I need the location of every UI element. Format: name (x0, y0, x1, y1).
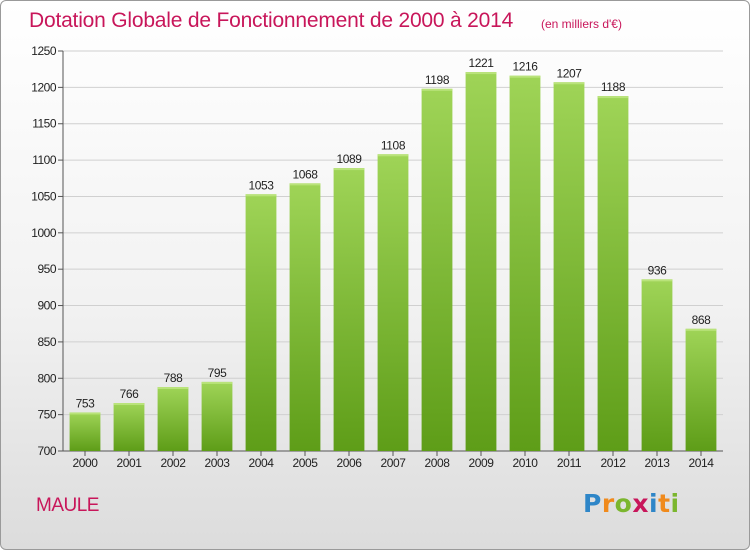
bar (113, 403, 145, 451)
bar-highlight (113, 403, 145, 405)
x-tick-label: 2008 (424, 456, 450, 470)
commune-name: MAULE (36, 495, 99, 516)
logo-letter: r (601, 489, 615, 518)
logo-letter: i (670, 489, 680, 518)
data-label: 766 (120, 387, 140, 401)
logo-letter: o (614, 489, 633, 518)
y-tick-label: 900 (37, 299, 56, 313)
bar (509, 75, 541, 452)
bar-highlight (157, 387, 189, 389)
bar (333, 168, 365, 451)
data-label: 1207 (556, 66, 582, 80)
y-tick-label: 850 (37, 335, 56, 349)
bar-highlight (377, 154, 409, 157)
data-label: 1068 (292, 167, 318, 181)
y-tick-label: 1100 (32, 153, 57, 167)
data-label: 753 (76, 396, 96, 410)
x-tick-label: 2003 (204, 456, 230, 470)
x-tick-label: 2001 (116, 456, 142, 470)
y-tick-label: 1000 (31, 226, 57, 240)
bar-highlight (641, 279, 673, 282)
logo-letter: x (632, 489, 649, 518)
y-tick-label: 750 (37, 408, 56, 422)
bar-highlight (509, 75, 541, 78)
bar-highlight (69, 412, 101, 415)
x-tick-label: 2011 (557, 456, 582, 470)
logo-letter: i (649, 489, 659, 518)
y-tick-label: 700 (37, 444, 56, 458)
proxiti-logo: Proxiti (583, 489, 680, 518)
bar (553, 82, 585, 451)
data-label: 1108 (381, 138, 406, 152)
bar-highlight (201, 381, 233, 384)
bar (377, 154, 409, 452)
bar-highlight (245, 194, 277, 197)
logo-letter: t (658, 489, 671, 518)
chart-title: Dotation Globale de Fonctionnement de 20… (29, 9, 514, 32)
logo-letter: P (583, 489, 602, 518)
bar-highlight (289, 183, 321, 186)
y-tick-label: 950 (37, 262, 56, 276)
data-label: 788 (164, 371, 184, 385)
data-label: 1198 (425, 73, 450, 87)
bar-highlight (597, 96, 629, 99)
bar (685, 328, 717, 451)
x-tick-label: 2010 (512, 456, 538, 470)
data-label: 936 (648, 263, 668, 277)
bar-highlight (685, 328, 717, 331)
bar (421, 88, 453, 452)
y-tick-label: 1150 (32, 117, 57, 131)
bar-highlight (421, 88, 453, 91)
x-tick-label: 2007 (380, 456, 406, 470)
y-tick-label: 800 (37, 371, 56, 385)
bar-highlight (333, 168, 365, 171)
bars (69, 72, 717, 452)
bar (157, 387, 189, 451)
x-tick-label: 2000 (72, 456, 98, 470)
data-label: 1216 (512, 60, 538, 74)
data-label: 1053 (248, 178, 274, 192)
x-tick-label: 2005 (292, 456, 318, 470)
bar (641, 279, 673, 451)
chart-subtitle: (en milliers d'€) (541, 17, 622, 31)
bar-highlight (465, 72, 497, 75)
x-tick-label: 2013 (644, 456, 670, 470)
data-label: 1188 (601, 80, 626, 94)
bar (289, 183, 321, 451)
x-tick-label: 2004 (248, 456, 274, 470)
data-label: 1221 (468, 56, 494, 70)
bar-highlight (553, 82, 585, 85)
x-tick-label: 2009 (468, 456, 494, 470)
y-tick-label: 1200 (31, 80, 57, 94)
labels: 700 750 800 850 900 950 1000 1050 1100 1150 1200 12… (31, 44, 714, 470)
bar (69, 412, 101, 451)
x-tick-label: 2014 (688, 456, 714, 470)
data-label: 868 (692, 313, 712, 327)
bar (597, 96, 629, 451)
data-label: 1089 (336, 152, 362, 166)
bar (201, 381, 233, 451)
data-label: 795 (208, 366, 228, 380)
x-tick-label: 2006 (336, 456, 362, 470)
bar (245, 194, 277, 452)
y-tick-label: 1250 (31, 44, 57, 58)
x-tick-label: 2002 (160, 456, 186, 470)
bar (465, 72, 497, 451)
y-tick-label: 1050 (31, 189, 57, 203)
x-tick-label: 2012 (600, 456, 626, 470)
